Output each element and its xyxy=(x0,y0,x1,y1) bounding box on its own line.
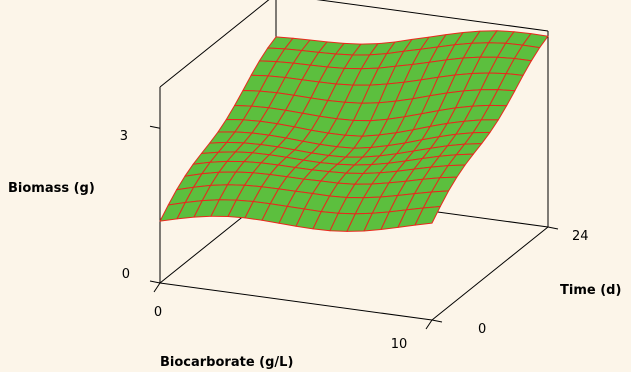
response-surface xyxy=(159,30,549,232)
frame-edge-top-left xyxy=(159,0,270,88)
y-axis-label: Time (d) xyxy=(560,283,621,298)
frame-edge-floor-front xyxy=(159,282,433,321)
plot-box-front xyxy=(159,226,549,321)
frame-edge-top-back xyxy=(316,0,549,32)
y-tick-label-24: 24 xyxy=(572,229,589,244)
x-axis-label: Biocarborate (g/L) xyxy=(160,355,293,370)
z-tick-label-3: 3 xyxy=(120,129,128,144)
z-axis-label: Biomass (g) xyxy=(8,181,95,196)
y-tick-label-0: 0 xyxy=(478,322,486,337)
z-tick-label-0: 0 xyxy=(122,267,130,282)
y-tick-0 xyxy=(431,319,443,323)
surface-cell-15-0 xyxy=(414,206,441,226)
axis-ticks xyxy=(149,125,559,330)
x-tick-label-10: 10 xyxy=(391,337,408,352)
x-tick-0 xyxy=(153,282,161,293)
y-tick-24 xyxy=(547,226,559,230)
x-tick-label-0: 0 xyxy=(154,305,162,320)
frame-edge-floor-right xyxy=(431,226,549,321)
x-tick-10 xyxy=(425,319,433,330)
z-tick-3 xyxy=(149,125,161,129)
z-tick-0 xyxy=(149,280,161,284)
